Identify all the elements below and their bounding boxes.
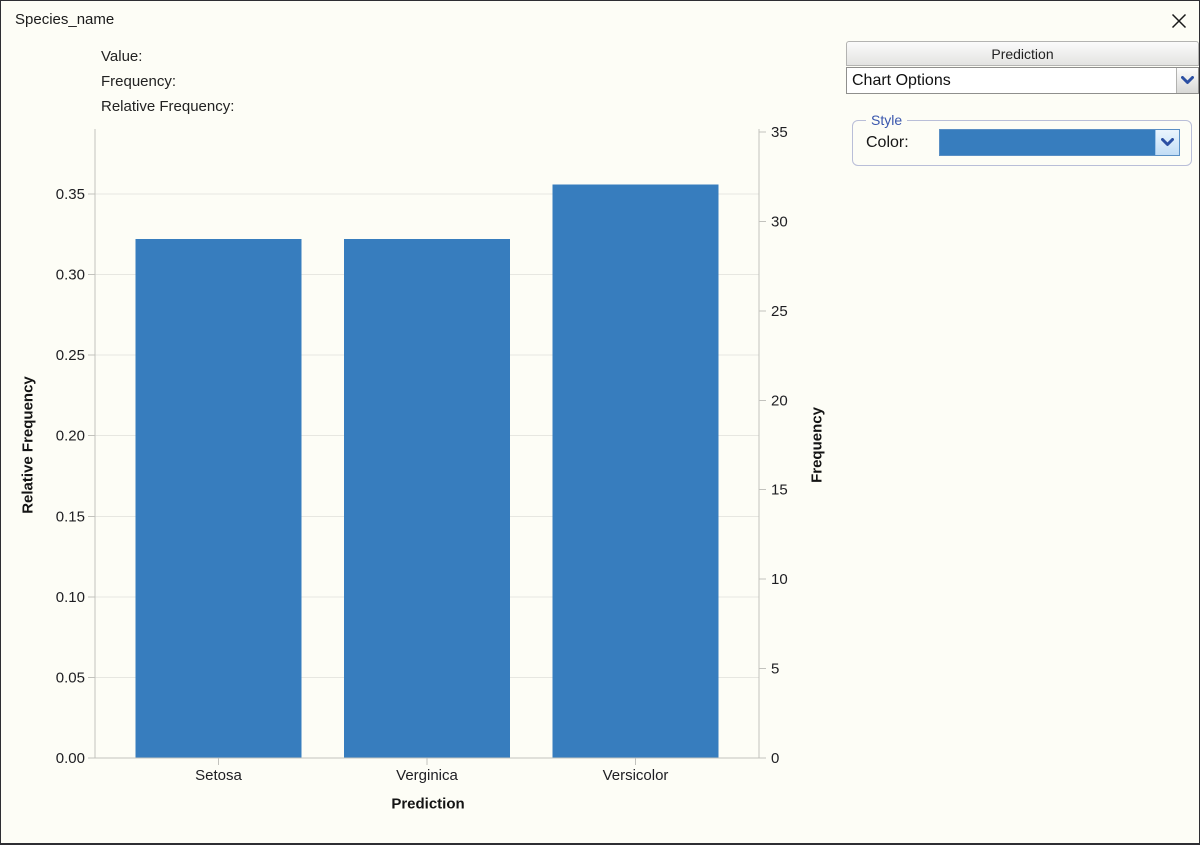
color-dropdown[interactable] xyxy=(939,129,1180,156)
x-axis-title: Prediction xyxy=(391,795,465,813)
prediction-section-button[interactable]: Prediction xyxy=(846,41,1199,66)
value-label: Value: xyxy=(101,48,143,65)
left-axis-tick-label: 0.05 xyxy=(56,669,85,686)
category-label: Verginica xyxy=(396,767,458,784)
style-group-legend: Style xyxy=(871,112,903,128)
right-axis-title: Frequency xyxy=(808,407,826,483)
color-label: Color: xyxy=(866,133,909,151)
chart-options-dropdown[interactable]: Chart Options xyxy=(846,67,1199,94)
left-axis-tick-label: 0.25 xyxy=(56,347,85,364)
bar-chart: 0.00 0.05 0.10 0.15 0.20 0.25 0.30 0.35 0 5 10 15 20… xyxy=(56,124,788,784)
category-label: Setosa xyxy=(195,767,242,784)
bar-verginica[interactable] xyxy=(344,239,510,758)
left-axis-tick-label: 0.20 xyxy=(56,428,85,445)
right-axis-tick-label: 25 xyxy=(771,303,788,320)
right-axis-tick-label: 0 xyxy=(771,750,779,767)
color-swatch xyxy=(940,130,1155,155)
bar-setosa[interactable] xyxy=(135,239,302,758)
left-axis-tick-label: 0.30 xyxy=(56,267,85,284)
window-title: Species_name xyxy=(15,11,115,28)
chevron-down-icon[interactable] xyxy=(1176,68,1198,93)
close-button[interactable] xyxy=(1168,10,1190,32)
right-axis-tick-label: 30 xyxy=(771,213,788,230)
hover-info-fields: Value: Frequency: Relative Frequency: xyxy=(101,47,234,122)
color-row: Color: xyxy=(853,129,1191,156)
right-axis-tick-label: 10 xyxy=(771,571,788,588)
style-group: Style Color: xyxy=(852,112,1192,166)
right-axis-tick-label: 35 xyxy=(771,124,788,141)
frequency-label: Frequency: xyxy=(101,73,177,90)
left-axis-tick-label: 0.00 xyxy=(56,750,85,767)
right-axis-tick-label: 20 xyxy=(771,392,788,409)
category-label: Versicolor xyxy=(603,767,669,784)
bar-versicolor[interactable] xyxy=(552,184,719,758)
relative-frequency-label: Relative Frequency: xyxy=(101,98,235,115)
left-axis-title: Relative Frequency xyxy=(19,376,37,514)
right-axis-tick-label: 5 xyxy=(771,661,779,678)
chart-options-value: Chart Options xyxy=(852,71,951,89)
close-icon xyxy=(1171,13,1187,29)
left-axis-tick-label: 0.10 xyxy=(56,589,85,606)
chevron-down-icon[interactable] xyxy=(1155,130,1179,155)
left-axis-tick-label: 0.15 xyxy=(56,508,85,525)
right-axis-tick-label: 15 xyxy=(771,482,788,499)
left-axis-tick-label: 0.35 xyxy=(56,186,85,203)
